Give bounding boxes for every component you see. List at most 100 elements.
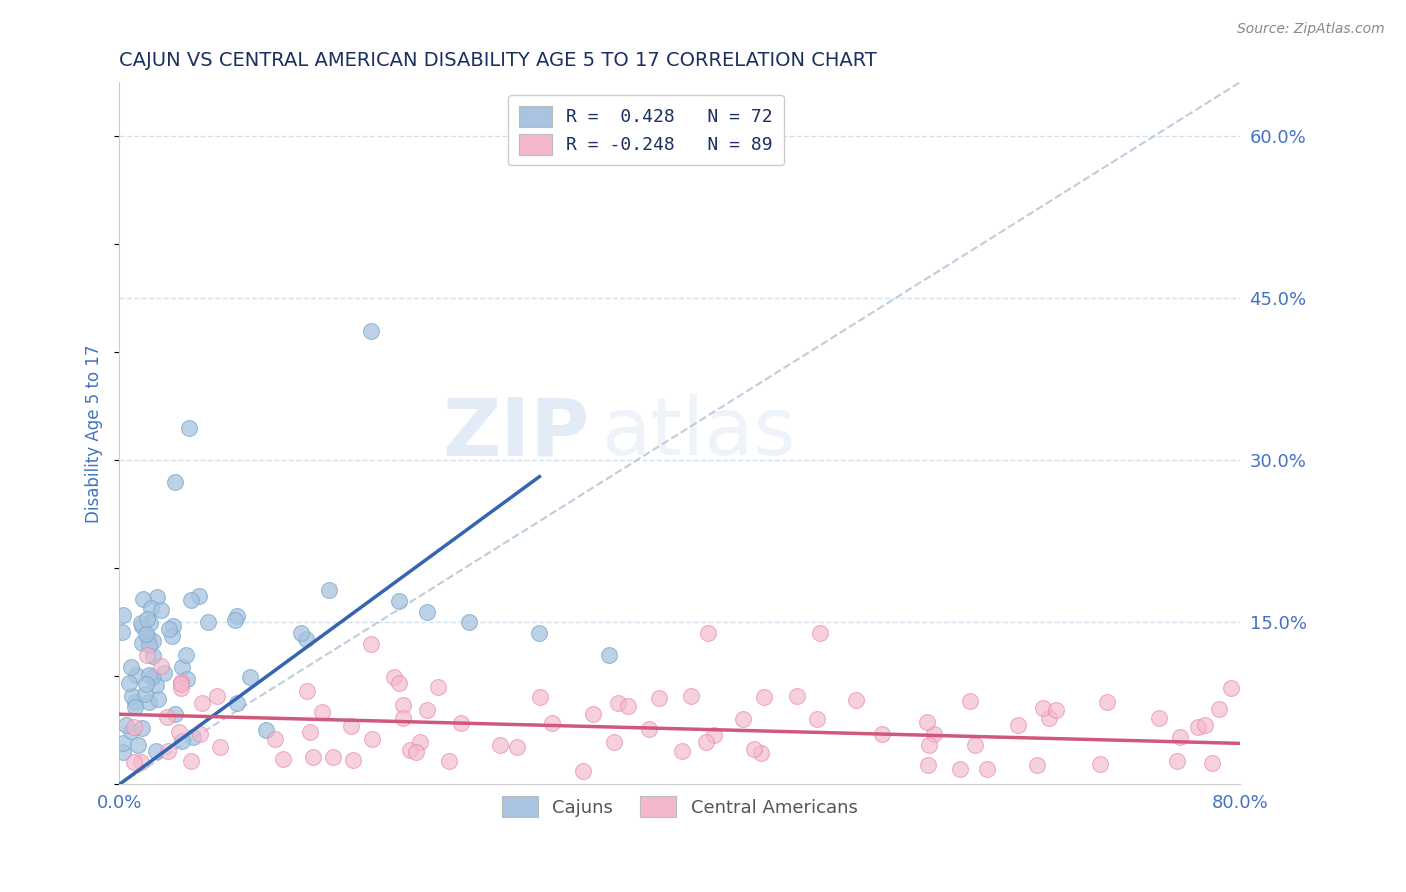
Point: [917, 758, 939, 772]
Point: [138, 638, 160, 652]
Point: [388, 594, 411, 608]
Point: [120, 660, 142, 674]
Point: [1149, 711, 1171, 725]
Point: [965, 739, 987, 753]
Point: [671, 744, 693, 758]
Point: [188, 727, 211, 741]
Point: [382, 670, 405, 684]
Text: ZIP: ZIP: [443, 394, 591, 473]
Point: [529, 626, 551, 640]
Point: [439, 754, 461, 768]
Point: [124, 720, 146, 734]
Point: [731, 712, 754, 726]
Point: [458, 615, 481, 630]
Y-axis label: Disability Age 5 to 17: Disability Age 5 to 17: [86, 344, 103, 523]
Point: [388, 675, 411, 690]
Point: [695, 735, 717, 749]
Point: [976, 762, 998, 776]
Legend: Cajuns, Central Americans: Cajuns, Central Americans: [495, 789, 865, 824]
Point: [197, 615, 219, 630]
Text: atlas: atlas: [602, 394, 796, 473]
Point: [180, 754, 202, 768]
Point: [170, 733, 193, 747]
Point: [124, 695, 146, 709]
Point: [752, 690, 775, 704]
Point: [1187, 720, 1209, 734]
Point: [163, 706, 186, 721]
Point: [124, 700, 146, 714]
Point: [225, 697, 247, 711]
Point: [162, 619, 184, 633]
Point: [174, 648, 197, 662]
Point: [131, 755, 153, 769]
Point: [157, 622, 180, 636]
Point: [142, 634, 165, 648]
Point: [145, 678, 167, 692]
Point: [391, 711, 413, 725]
Point: [127, 739, 149, 753]
Point: [224, 613, 246, 627]
Point: [1088, 756, 1111, 771]
Point: [318, 582, 340, 597]
Point: [311, 705, 333, 719]
Point: [136, 648, 159, 662]
Point: [637, 723, 659, 737]
Point: [208, 740, 231, 755]
Point: [115, 718, 138, 732]
Point: [786, 690, 808, 704]
Point: [138, 695, 160, 709]
Point: [529, 690, 551, 704]
Point: [398, 743, 420, 757]
Point: [322, 750, 344, 764]
Point: [295, 632, 318, 647]
Point: [142, 648, 165, 663]
Point: [135, 627, 157, 641]
Point: [165, 475, 187, 489]
Point: [226, 608, 249, 623]
Point: [111, 624, 134, 639]
Point: [409, 735, 432, 749]
Point: [342, 753, 364, 767]
Point: [696, 626, 718, 640]
Point: [450, 716, 472, 731]
Point: [1097, 695, 1119, 709]
Point: [540, 716, 562, 731]
Point: [271, 752, 294, 766]
Point: [361, 731, 384, 746]
Point: [416, 605, 439, 619]
Point: [808, 626, 831, 640]
Point: [949, 762, 972, 776]
Point: [155, 710, 177, 724]
Point: [129, 615, 152, 630]
Point: [1032, 701, 1054, 715]
Point: [391, 698, 413, 712]
Point: [506, 739, 529, 754]
Point: [1168, 730, 1191, 744]
Point: [1220, 681, 1243, 696]
Point: [157, 744, 180, 758]
Point: [139, 615, 162, 630]
Point: [145, 744, 167, 758]
Point: [598, 648, 620, 662]
Point: [160, 629, 183, 643]
Point: [915, 714, 938, 729]
Point: [648, 690, 671, 705]
Point: [141, 670, 163, 684]
Point: [131, 619, 153, 633]
Point: [111, 736, 134, 750]
Point: [131, 635, 153, 649]
Point: [122, 755, 145, 769]
Point: [264, 732, 287, 747]
Point: [254, 723, 277, 737]
Point: [360, 324, 382, 338]
Point: [132, 591, 155, 606]
Point: [1007, 718, 1029, 732]
Point: [120, 723, 142, 738]
Point: [188, 589, 211, 603]
Text: Source: ZipAtlas.com: Source: ZipAtlas.com: [1237, 22, 1385, 37]
Point: [703, 728, 725, 742]
Point: [426, 681, 449, 695]
Point: [679, 690, 702, 704]
Point: [183, 730, 205, 744]
Point: [170, 681, 193, 695]
